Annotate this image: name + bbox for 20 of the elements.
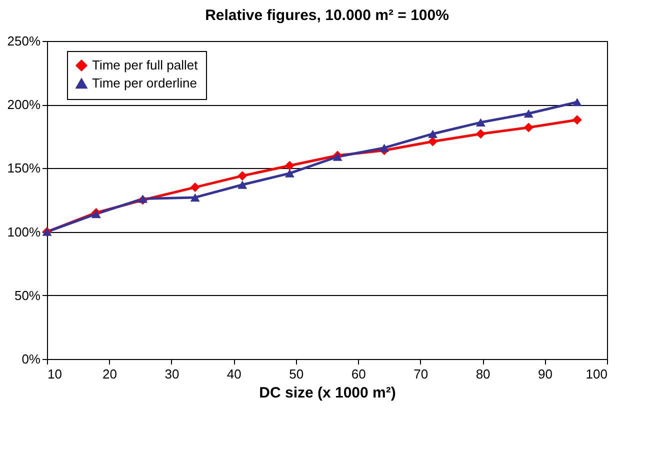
x-tick-label: 10 xyxy=(48,366,62,382)
legend-label: Time per orderline xyxy=(92,76,198,90)
chart-title: Relative figures, 10.000 m² = 100% xyxy=(205,7,449,24)
x-tick-label: 50 xyxy=(289,366,304,382)
x-tick-label: 70 xyxy=(414,366,428,382)
x-tick-label: 90 xyxy=(538,366,553,382)
x-tick-label: 30 xyxy=(164,366,180,382)
y-tick-label: 50% xyxy=(14,288,41,303)
y-tick-label: 250% xyxy=(7,34,41,48)
x-tick-label: 20 xyxy=(102,366,117,382)
y-tick-label: 0% xyxy=(22,352,41,366)
y-tick-label: 100% xyxy=(7,224,41,240)
x-tick-label: 80 xyxy=(476,366,490,382)
x-axis-title: DC size (x 1000 m²) xyxy=(259,384,396,402)
x-tick-label: 60 xyxy=(351,366,366,382)
y-tick-label: 150% xyxy=(7,160,41,176)
x-tick-label: 100 xyxy=(586,366,608,382)
x-tick-label: 40 xyxy=(226,366,242,382)
y-tick-label: 200% xyxy=(7,97,41,112)
legend-label: Time per full pallet xyxy=(92,58,198,72)
